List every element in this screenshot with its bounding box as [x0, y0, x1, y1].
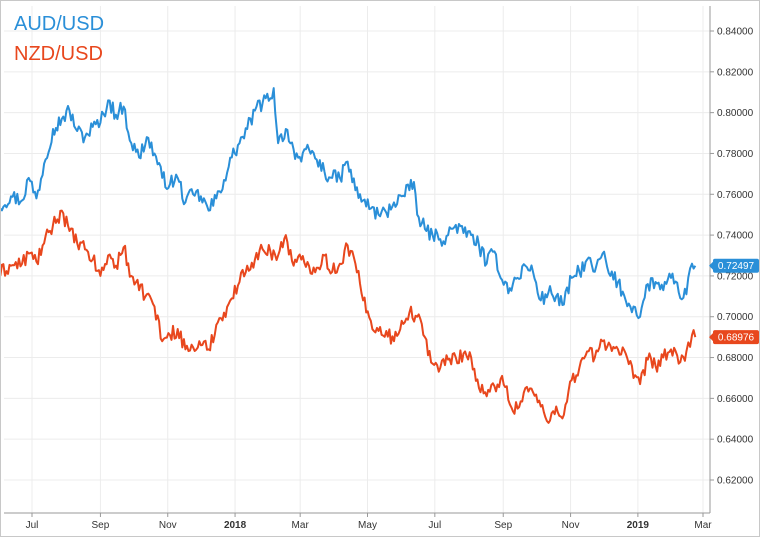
x-axis-ticks: Jul Sep Nov 2018 Mar May Jul Sep Nov 2019 Mar	[26, 513, 712, 531]
y-tick-label: 0.82000	[717, 67, 754, 78]
legend-aud-usd: AUD/USD	[14, 13, 104, 35]
last-value-label: 0.68976	[718, 333, 755, 344]
y-tick-label: 0.76000	[717, 190, 754, 201]
x-tick-label: Jul	[428, 520, 441, 531]
y-tick-label: 0.66000	[717, 394, 754, 405]
x-tick-label: Mar	[694, 520, 712, 531]
y-tick-label: 0.70000	[717, 312, 754, 323]
badge-pointer	[709, 333, 713, 342]
x-tick-label: Sep	[494, 520, 512, 531]
series-line-aud-usd	[0, 87, 697, 320]
last-value-label: 0.72497	[718, 261, 755, 272]
grid-lines	[4, 6, 710, 513]
last-value-badges: 0.72497 0.68976	[709, 258, 759, 345]
y-tick-label: 0.84000	[717, 27, 754, 38]
y-tick-label: 0.62000	[717, 476, 754, 487]
last-value-badge	[713, 330, 759, 345]
last-value-badge	[713, 258, 759, 273]
y-tick-label: 0.74000	[717, 231, 754, 242]
y-tick-label: 0.78000	[717, 149, 754, 160]
badge-pointer	[709, 261, 713, 270]
y-tick-label: 0.72000	[717, 271, 754, 282]
x-tick-label: Mar	[292, 520, 310, 531]
y-tick-label: 0.64000	[717, 435, 754, 446]
series-line-nzd-usd	[0, 209, 697, 424]
y-tick-label: 0.80000	[717, 108, 754, 119]
x-tick-label: 2018	[224, 520, 247, 531]
x-tick-label: 2019	[627, 520, 650, 531]
legend-nzd-usd: NZD/USD	[14, 43, 103, 65]
x-tick-label: Nov	[562, 520, 580, 531]
y-tick-label: 0.68000	[717, 353, 754, 364]
series-layer	[0, 87, 697, 424]
y-axis-ticks: 0.84000 0.82000 0.80000 0.78000 0.76000 0.740…	[710, 27, 754, 487]
x-tick-label: Nov	[159, 520, 177, 531]
legend: AUD/USD NZD/USD	[14, 13, 104, 65]
x-tick-label: May	[358, 520, 377, 531]
x-tick-label: Jul	[26, 520, 39, 531]
x-tick-label: Sep	[92, 520, 110, 531]
